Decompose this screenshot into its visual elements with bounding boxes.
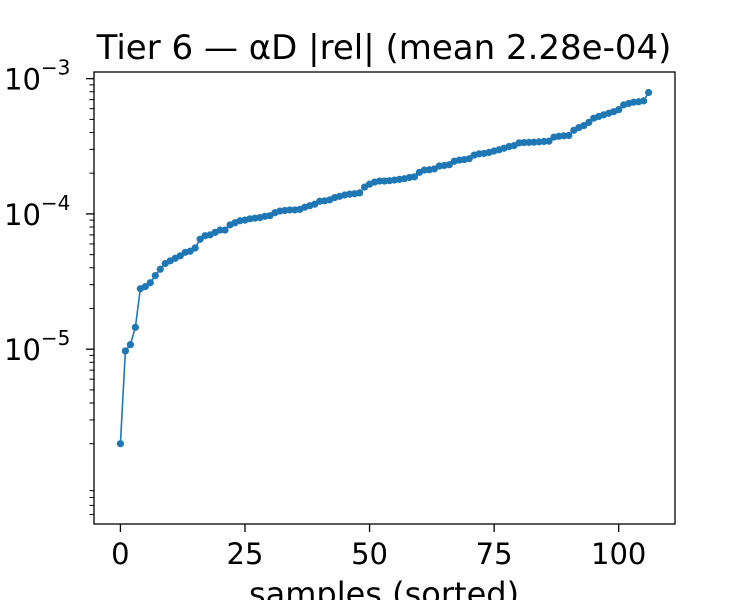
data-point [126, 341, 134, 349]
data-point [176, 252, 184, 260]
x-tick-label: 100 [591, 537, 646, 571]
data-point [640, 97, 648, 105]
y-tick-exponent: −5 [41, 326, 70, 350]
data-point [545, 137, 553, 145]
data-point [146, 279, 154, 287]
y-tick-label: 10−4 [4, 191, 70, 232]
data-point [221, 226, 229, 234]
chart-title: Tier 6 — αD |rel| (mean 2.28e-04) [96, 28, 672, 68]
data-point [355, 189, 364, 197]
plot-frame [93, 71, 676, 525]
data-point [585, 118, 593, 126]
y-tick-base: 10 [4, 198, 41, 232]
x-tick-label: 25 [227, 537, 264, 571]
y-tick-label: 10−5 [4, 326, 70, 367]
data-point [465, 155, 473, 163]
data-point [116, 440, 125, 448]
data-point [410, 173, 418, 181]
y-tick-exponent: −4 [41, 191, 70, 215]
data-point [196, 235, 204, 243]
y-axis-ticks: 10−510−410−3 [4, 56, 94, 367]
data-point [151, 271, 159, 280]
y-tick-base: 10 [4, 63, 41, 97]
data-point [286, 206, 294, 214]
data-point [131, 323, 139, 331]
data-point [141, 283, 149, 291]
data-points [116, 88, 653, 448]
data-point [375, 177, 384, 185]
y-tick-label: 10−3 [4, 56, 70, 97]
data-point [644, 88, 653, 97]
data-point [565, 131, 573, 140]
y-tick-exponent: −3 [41, 56, 70, 80]
x-tick-label: 75 [476, 537, 513, 571]
data-point [216, 226, 224, 234]
x-tick-label: 50 [351, 537, 388, 571]
x-axis-label: samples (sorted) [249, 575, 519, 600]
y-axis-minor-ticks [89, 84, 94, 515]
data-point [156, 265, 164, 273]
data-point [191, 244, 199, 252]
x-axis-ticks: 0 25 50 75 100 [111, 524, 646, 571]
x-tick-label: 0 [111, 537, 129, 571]
data-point [121, 347, 129, 355]
data-point [615, 106, 623, 114]
y-tick-base: 10 [4, 333, 41, 367]
